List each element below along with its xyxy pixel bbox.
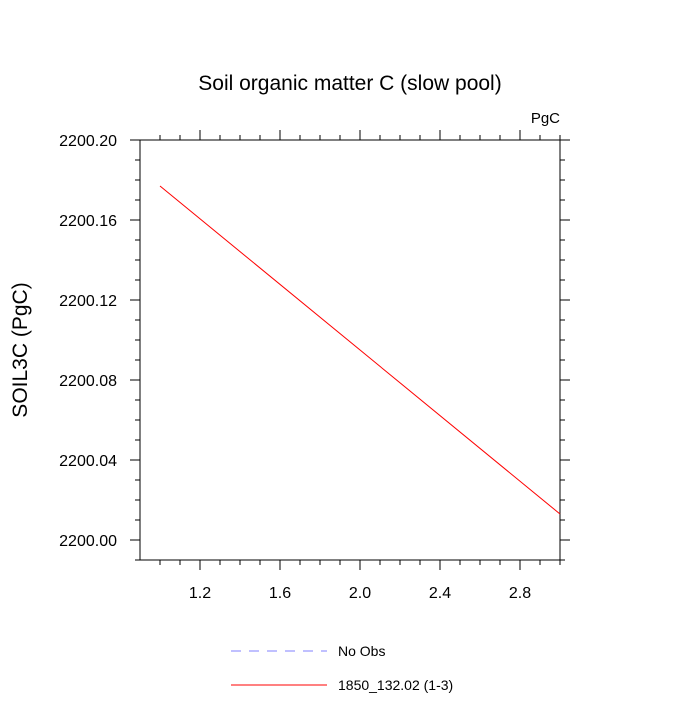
y-tick-label: 2200.20 [59,133,117,150]
axis-ticks [130,130,570,570]
chart-title: Soil organic matter C (slow pool) [198,72,501,95]
legend-label: 1850_132.02 (1-3) [338,677,453,693]
x-tick-label: 2.4 [429,585,451,602]
series-line [159,185,561,515]
units-label: PgC [531,110,560,127]
y-axis-label: SOIL3C (PgC) [9,282,32,417]
axis-tick-labels: 1.2 1.6 2.0 2.4 2.8 2200.00 2200.04 2200.08 2200… [59,133,531,602]
x-tick-label: 2.0 [349,585,371,602]
y-tick-label: 2200.16 [59,213,117,230]
y-tick-label: 2200.00 [59,533,117,550]
x-tick-label: 1.2 [189,585,211,602]
legend-label: No Obs [338,643,385,659]
x-tick-label: 1.6 [269,585,291,602]
y-tick-label: 2200.12 [59,293,117,310]
y-tick-label: 2200.04 [59,453,117,470]
legend: No Obs 1850_132.02 (1-3) [231,643,453,693]
series-lines [159,185,561,515]
x-tick-label: 2.8 [509,585,531,602]
y-tick-label: 2200.08 [59,373,117,390]
plot-frame [139,139,561,561]
